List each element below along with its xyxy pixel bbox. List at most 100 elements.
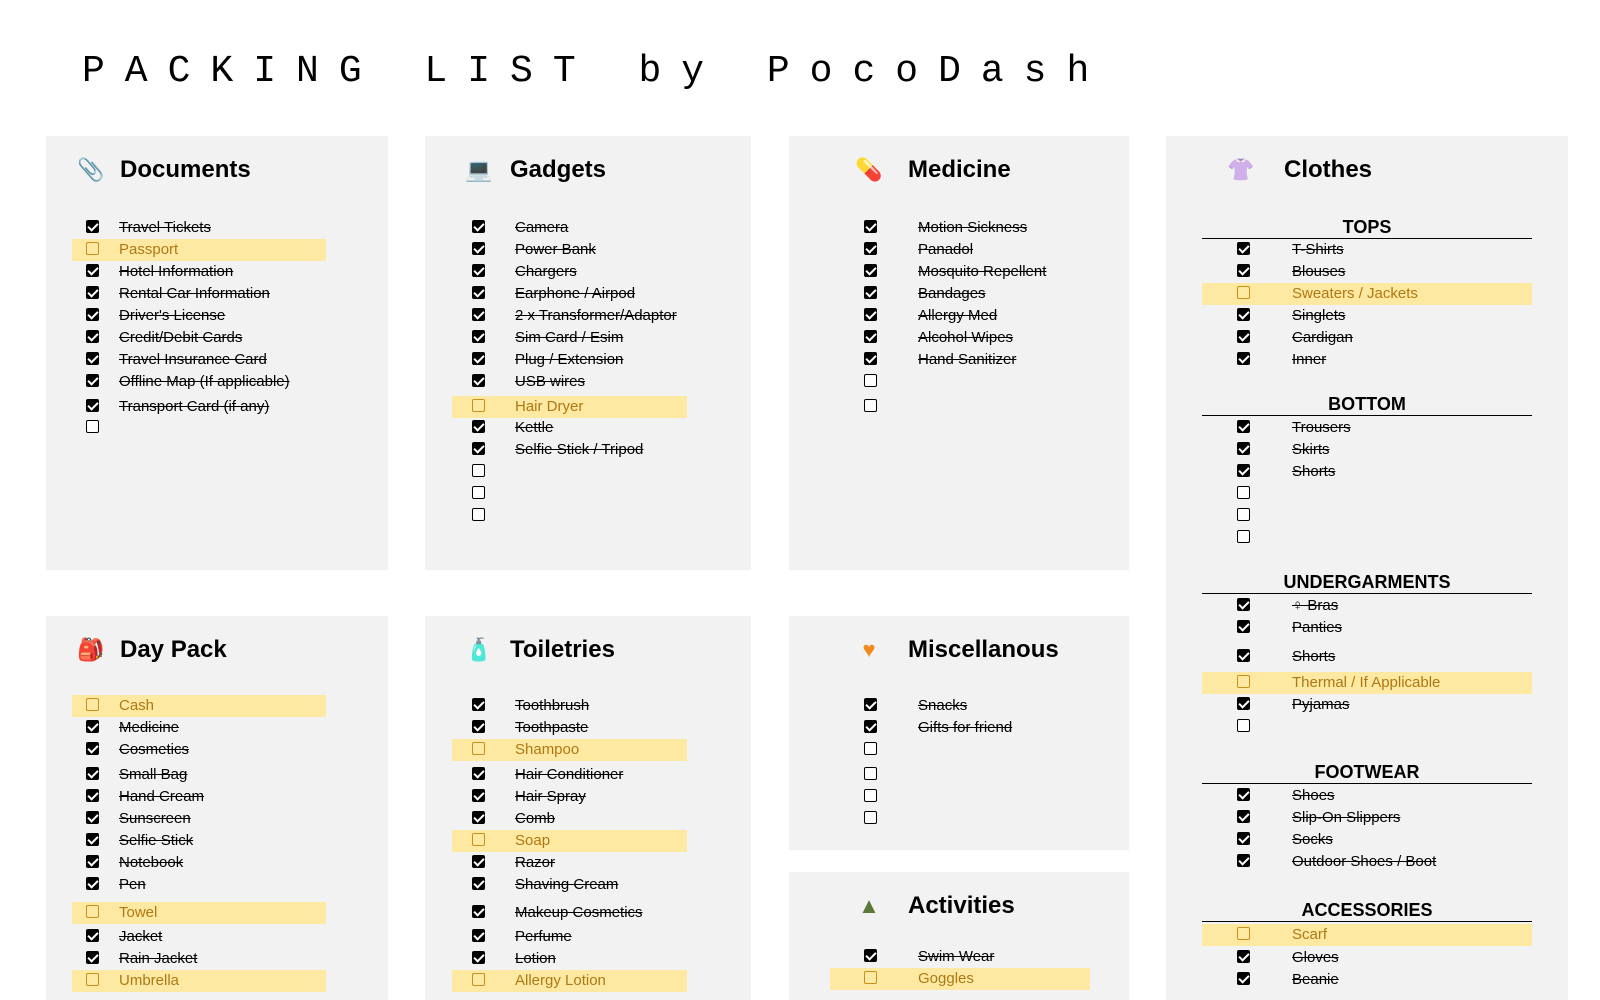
- accessories-checkbox[interactable]: [1237, 950, 1250, 963]
- toiletries-checkbox[interactable]: [472, 833, 485, 846]
- daypack-checkbox[interactable]: [86, 767, 99, 780]
- gadgets-checkbox[interactable]: [472, 264, 485, 277]
- documents-checkbox[interactable]: [86, 242, 99, 255]
- documents-checkbox[interactable]: [86, 374, 99, 387]
- bottom-checkbox[interactable]: [1237, 530, 1250, 543]
- medicine-checkbox[interactable]: [864, 330, 877, 343]
- documents-checkbox[interactable]: [86, 352, 99, 365]
- daypack-checkbox[interactable]: [86, 877, 99, 890]
- documents-checkbox[interactable]: [86, 220, 99, 233]
- daypack-checkbox[interactable]: [86, 789, 99, 802]
- gadgets-checkbox[interactable]: [472, 464, 485, 477]
- misc-checkbox[interactable]: [864, 698, 877, 711]
- misc-checkbox[interactable]: [864, 720, 877, 733]
- daypack-checkbox[interactable]: [86, 855, 99, 868]
- toiletries-checkbox[interactable]: [472, 973, 485, 986]
- toiletries-checkbox[interactable]: [472, 929, 485, 942]
- toiletries-checkbox[interactable]: [472, 877, 485, 890]
- medicine-checkbox[interactable]: [864, 220, 877, 233]
- footwear-checkbox[interactable]: [1237, 810, 1250, 823]
- activities-checkbox[interactable]: [864, 971, 877, 984]
- documents-checkbox[interactable]: [86, 264, 99, 277]
- medicine-checkbox[interactable]: [864, 399, 877, 412]
- undergarments-checkbox[interactable]: [1237, 697, 1250, 710]
- gadgets-checkbox[interactable]: [472, 220, 485, 233]
- toiletries-checkbox[interactable]: [472, 855, 485, 868]
- bottom-checkbox[interactable]: [1237, 464, 1250, 477]
- gadgets-checkbox[interactable]: [472, 352, 485, 365]
- misc-checkbox[interactable]: [864, 789, 877, 802]
- bottom-checkbox[interactable]: [1237, 486, 1250, 499]
- toiletries-item-label: Toothpaste: [515, 719, 589, 736]
- gadgets-checkbox[interactable]: [472, 399, 485, 412]
- documents-checkbox[interactable]: [86, 308, 99, 321]
- gadgets-checkbox[interactable]: [472, 286, 485, 299]
- daypack-checkbox[interactable]: [86, 905, 99, 918]
- misc-item-label: Snacks: [918, 697, 968, 714]
- accessories-checkbox[interactable]: [1237, 927, 1250, 940]
- daypack-checkbox[interactable]: [86, 742, 99, 755]
- documents-checkbox[interactable]: [86, 330, 99, 343]
- undergarments-checkbox[interactable]: [1237, 675, 1250, 688]
- gadgets-checkbox[interactable]: [472, 374, 485, 387]
- activities-checkbox[interactable]: [864, 949, 877, 962]
- gadgets-checkbox[interactable]: [472, 420, 485, 433]
- tops-checkbox[interactable]: [1237, 286, 1250, 299]
- gadgets-checkbox[interactable]: [472, 508, 485, 521]
- daypack-checkbox[interactable]: [86, 833, 99, 846]
- gadgets-checkbox[interactable]: [472, 442, 485, 455]
- tops-checkbox[interactable]: [1237, 264, 1250, 277]
- footwear-checkbox[interactable]: [1237, 788, 1250, 801]
- misc-checkbox[interactable]: [864, 811, 877, 824]
- gadgets-checkbox[interactable]: [472, 308, 485, 321]
- documents-checkbox[interactable]: [86, 286, 99, 299]
- toiletries-item-label: Comb: [515, 810, 556, 827]
- medicine-checkbox[interactable]: [864, 308, 877, 321]
- misc-title: Miscellanous: [908, 636, 1059, 663]
- medicine-checkbox[interactable]: [864, 286, 877, 299]
- daypack-checkbox[interactable]: [86, 973, 99, 986]
- footwear-checkbox[interactable]: [1237, 854, 1250, 867]
- misc-checkbox[interactable]: [864, 742, 877, 755]
- medicine-checkbox[interactable]: [864, 264, 877, 277]
- daypack-checkbox[interactable]: [86, 698, 99, 711]
- daypack-checkbox[interactable]: [86, 811, 99, 824]
- toiletries-checkbox[interactable]: [472, 905, 485, 918]
- medicine-checkbox[interactable]: [864, 352, 877, 365]
- toiletries-checkbox[interactable]: [472, 811, 485, 824]
- toiletries-checkbox[interactable]: [472, 951, 485, 964]
- tops-checkbox[interactable]: [1237, 352, 1250, 365]
- bottom-checkbox[interactable]: [1237, 420, 1250, 433]
- documents-checkbox[interactable]: [86, 399, 99, 412]
- undergarments-checkbox[interactable]: [1237, 620, 1250, 633]
- bottom-checkbox[interactable]: [1237, 442, 1250, 455]
- undergarments-checkbox[interactable]: [1237, 649, 1250, 662]
- bottom-checkbox[interactable]: [1237, 508, 1250, 521]
- medicine-checkbox[interactable]: [864, 242, 877, 255]
- gadgets-checkbox[interactable]: [472, 330, 485, 343]
- accessories-checkbox[interactable]: [1237, 972, 1250, 985]
- toiletries-checkbox[interactable]: [472, 720, 485, 733]
- tops-item-label: Inner: [1292, 351, 1327, 368]
- tops-checkbox[interactable]: [1237, 330, 1250, 343]
- daypack-checkbox[interactable]: [86, 929, 99, 942]
- documents-checkbox[interactable]: [86, 420, 99, 433]
- gadgets-checkbox[interactable]: [472, 242, 485, 255]
- toiletries-checkbox[interactable]: [472, 767, 485, 780]
- toiletries-checkbox[interactable]: [472, 698, 485, 711]
- gadgets-checkbox[interactable]: [472, 486, 485, 499]
- daypack-item-label: Notebook: [119, 854, 184, 871]
- undergarments-checkbox[interactable]: [1237, 598, 1250, 611]
- daypack-checkbox[interactable]: [86, 720, 99, 733]
- medicine-checkbox[interactable]: [864, 374, 877, 387]
- daypack-checkbox[interactable]: [86, 951, 99, 964]
- page-title: PACKING LIST by PocoDash: [82, 50, 1110, 93]
- undergarments-checkbox[interactable]: [1237, 719, 1250, 732]
- tops-checkbox[interactable]: [1237, 242, 1250, 255]
- toiletries-checkbox[interactable]: [472, 789, 485, 802]
- toiletries-checkbox[interactable]: [472, 742, 485, 755]
- misc-checkbox[interactable]: [864, 767, 877, 780]
- daypack-item-label: Rain Jacket: [119, 950, 198, 967]
- footwear-checkbox[interactable]: [1237, 832, 1250, 845]
- tops-checkbox[interactable]: [1237, 308, 1250, 321]
